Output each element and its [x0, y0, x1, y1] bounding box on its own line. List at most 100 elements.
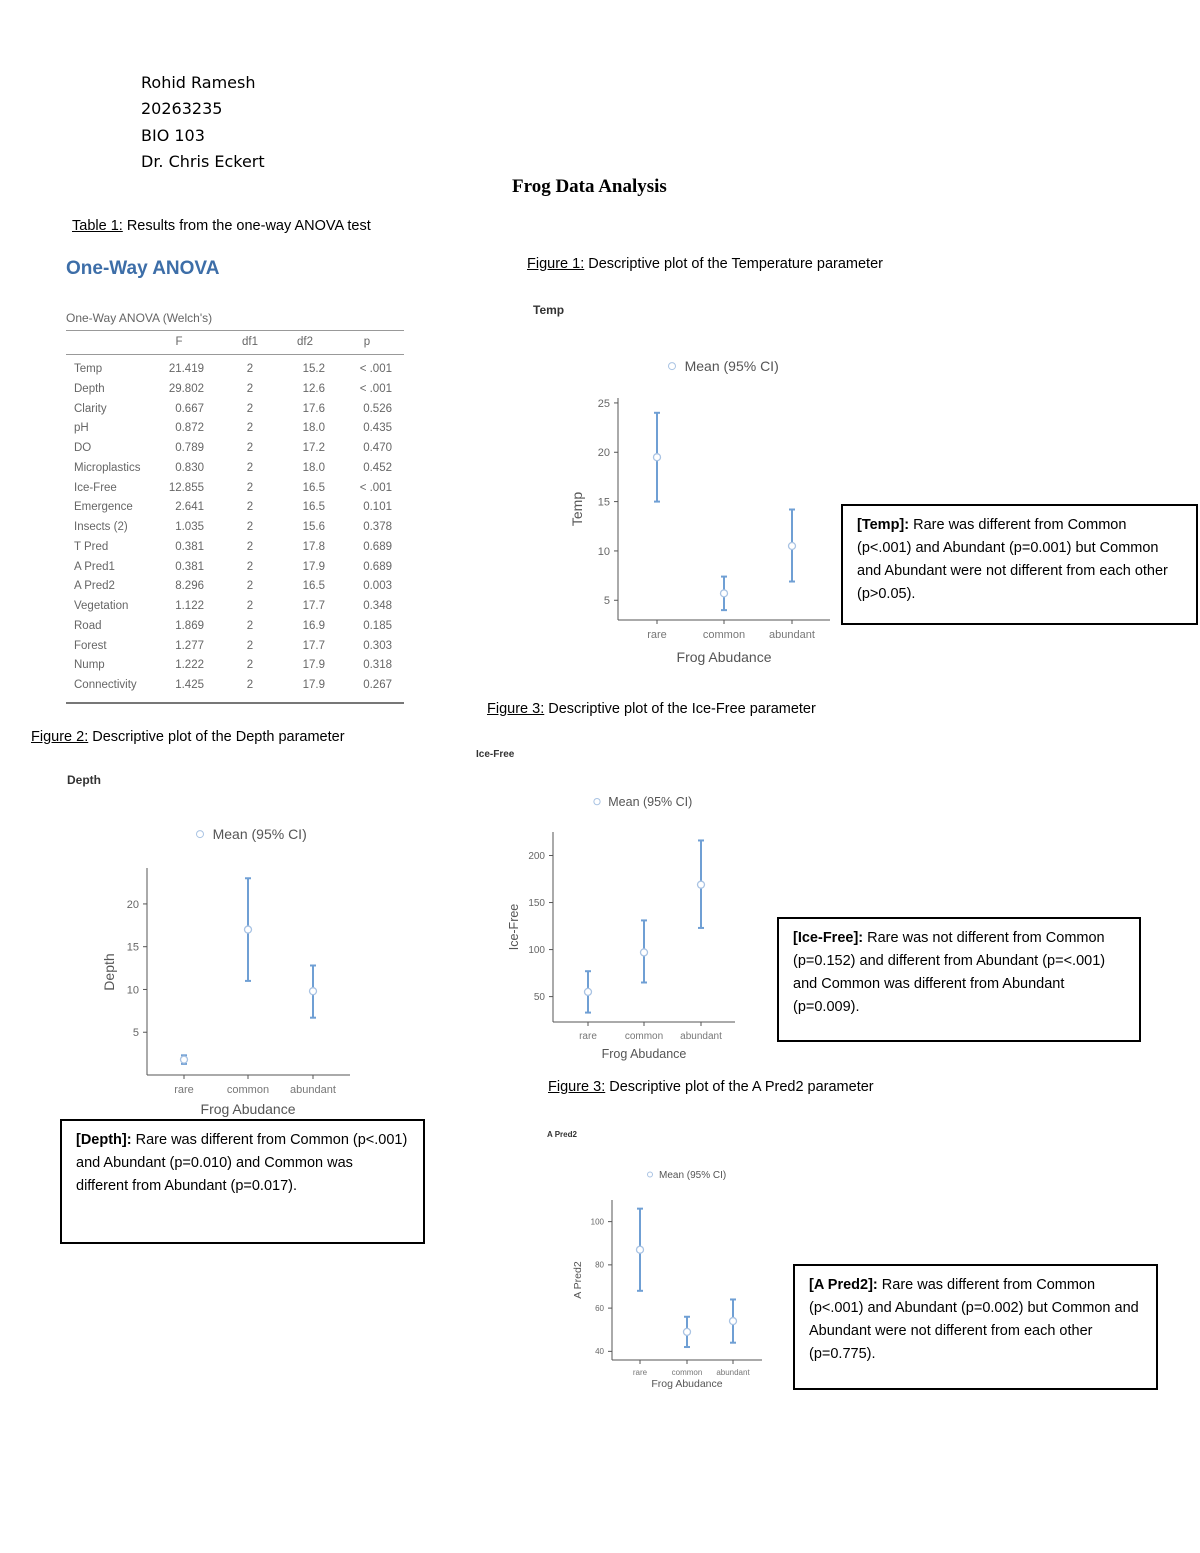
table-cell: 2	[246, 363, 254, 375]
table-cell: 2	[246, 639, 254, 652]
mean-point-common	[243, 925, 253, 934]
table-cell: 15.6	[302, 521, 325, 533]
table-cell: 17.2	[302, 442, 325, 454]
row-label: Temp	[74, 363, 103, 375]
table-cell: 0.303	[363, 639, 392, 652]
legend-marker-icon	[593, 798, 601, 806]
table-cell: 2.641	[175, 501, 204, 514]
table-cell: 0.872	[175, 422, 204, 435]
anova-heading: One-Way ANOVA	[66, 258, 220, 279]
x-tick-label: abundant	[769, 629, 815, 641]
table-cell: 8.296	[175, 580, 204, 593]
x-tick-label: rare	[579, 1031, 597, 1042]
row-label: Forest	[74, 639, 107, 652]
table-cell: 17.8	[302, 540, 325, 553]
note-label: [Ice-Free]:	[793, 930, 864, 946]
author-name: Rohid Ramesh	[141, 73, 256, 92]
x-tick-label: abundant	[680, 1031, 722, 1042]
y-tick-label: 40	[595, 1347, 604, 1356]
table-cell: 0.470	[363, 442, 392, 454]
chart-title: Temp	[533, 303, 564, 317]
table-cell: 1.122	[175, 600, 204, 612]
caption-label: Figure 1:	[527, 256, 585, 272]
row-label: Nump	[74, 659, 105, 672]
note-text: Rare was different from Common (p<.001) …	[857, 517, 1168, 602]
row-label: DO	[74, 442, 92, 454]
table-cell: < .001	[359, 363, 392, 375]
table-cell: 2	[246, 442, 254, 454]
column-header: F	[175, 336, 183, 348]
y-axis-label: Ice-Free	[507, 904, 521, 951]
row-label: Vegetation	[74, 600, 129, 612]
caption-text: Results from the one-way ANOVA test	[122, 218, 371, 234]
mean-point-rare	[652, 453, 662, 462]
table-cell: 0.003	[363, 580, 392, 593]
chart-title: Depth	[67, 773, 101, 787]
legend-marker-icon	[647, 1171, 653, 1178]
caption-label: Figure 2:	[31, 729, 89, 745]
table-cell: 2	[246, 422, 254, 435]
mean-point-common	[639, 948, 649, 957]
table-cell: 0.689	[363, 560, 392, 573]
table-bottom-rule	[66, 702, 404, 704]
table-cell: < .001	[359, 481, 392, 494]
caption-label: Figure 3:	[487, 701, 545, 717]
x-axis-label: Frog Abudance	[677, 649, 772, 665]
column-header: df2	[297, 336, 313, 348]
table-cell: 21.419	[168, 363, 204, 375]
table-cell: 17.7	[302, 600, 325, 612]
mean-point-rare	[635, 1245, 645, 1254]
y-tick-label: 50	[534, 992, 546, 1003]
table-cell: 2	[246, 560, 254, 573]
mean-point-abundant	[728, 1316, 738, 1326]
table-cell: 2	[246, 679, 254, 691]
legend-label: Mean (95% CI)	[685, 358, 779, 374]
table-cell: 2	[246, 481, 254, 494]
table-cell: 17.9	[302, 560, 325, 573]
y-tick-label: 100	[528, 945, 545, 956]
y-tick-label: 60	[595, 1304, 604, 1313]
caption-text: Descriptive plot of the A Pred2 paramete…	[605, 1079, 874, 1095]
legend-label: Mean (95% CI)	[659, 1170, 726, 1181]
mean-point-abundant	[787, 541, 797, 551]
table-cell: 1.869	[175, 619, 204, 632]
table-cell: 29.802	[168, 382, 204, 395]
legend-label: Mean (95% CI)	[213, 826, 307, 842]
x-axis-label: Frog Abudance	[651, 1378, 722, 1390]
row-label: Connectivity	[74, 679, 137, 691]
table-cell: 0.348	[363, 600, 392, 612]
y-tick-label: 200	[528, 851, 545, 862]
legend-label: Mean (95% CI)	[608, 795, 692, 809]
y-tick-label: 25	[598, 398, 610, 410]
table-cell: 0.526	[363, 402, 392, 415]
y-axis-label: Depth	[101, 953, 117, 990]
document-title: Frog Data Analysis	[512, 176, 667, 197]
y-tick-label: 5	[604, 595, 610, 607]
legend-marker-icon	[196, 830, 204, 839]
x-axis-label: Frog Abudance	[201, 1101, 296, 1117]
x-tick-label: common	[672, 1368, 703, 1377]
depth-note-box: [Depth]: Rare was different from Common …	[60, 1119, 425, 1244]
caption-text: Descriptive plot of the Temperature para…	[584, 256, 883, 272]
mean-point-abundant	[308, 987, 318, 996]
student-id: 20263235	[141, 99, 223, 118]
table-header-rule	[66, 354, 404, 355]
table-cell: 0.381	[175, 540, 204, 553]
table-cell: 16.5	[302, 481, 325, 494]
table-cell: 12.6	[302, 382, 325, 395]
table-top-rule	[66, 330, 404, 331]
chart-title: Ice-Free	[476, 749, 515, 760]
mean-point-abundant	[696, 880, 706, 889]
mean-point-rare	[583, 987, 593, 997]
x-tick-label: rare	[174, 1084, 194, 1096]
caption-text: Descriptive plot of the Ice-Free paramet…	[544, 701, 816, 717]
table-cell: 0.381	[175, 560, 204, 573]
row-label: Clarity	[74, 402, 107, 415]
note-label: [Depth]:	[76, 1132, 132, 1148]
mean-point-common	[682, 1327, 692, 1337]
note-label: [A Pred2]:	[809, 1277, 878, 1293]
instructor: Dr. Chris Eckert	[141, 152, 265, 171]
table-cell: 1.277	[175, 639, 204, 652]
